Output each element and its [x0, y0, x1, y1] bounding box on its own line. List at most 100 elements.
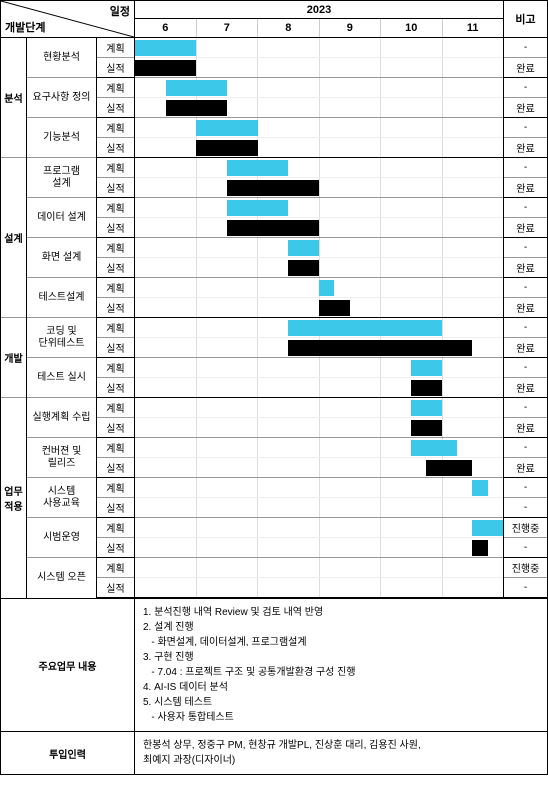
row-type-label: 계획: [97, 158, 134, 178]
remarks-column: -완료-완료-완료-완료-완료-완료-완료-완료-완료-완료-완료--진행중-진…: [503, 38, 547, 598]
gantt-row: [135, 418, 503, 438]
header-schedule-label: 일정: [110, 3, 130, 19]
activity-label: 시범운영: [27, 518, 96, 558]
month-header: 10: [381, 19, 443, 37]
month-header: 7: [197, 19, 259, 37]
status-cell: -: [504, 538, 547, 558]
row-type-label: 실적: [97, 298, 134, 318]
gantt-bar: [227, 200, 288, 216]
gantt-row: [135, 518, 503, 538]
activity-label: 요구사항 정의: [27, 78, 96, 118]
activity-label: 컨버젼 및 릴리즈: [27, 438, 96, 478]
gantt-bar: [288, 320, 441, 336]
activity-label: 데이터 설계: [27, 198, 96, 238]
row-type-label: 계획: [97, 78, 134, 98]
gantt-area: [135, 38, 503, 598]
row-type-label: 계획: [97, 238, 134, 258]
footer-tasks-content: 1. 분석진행 내역 Review 및 검토 내역 반영 2. 설계 진행 - …: [135, 599, 547, 731]
gantt-bar: [319, 300, 350, 316]
footer-tasks-label: 주요업무 내용: [1, 599, 135, 731]
footer-people-content: 한봉석 상무, 정중구 PM, 현창규 개발PL, 진상훈 대리, 김용진 사원…: [135, 732, 547, 774]
status-cell: 완료: [504, 378, 547, 398]
gantt-row: [135, 118, 503, 138]
activity-label: 기능분석: [27, 118, 96, 158]
gantt-row: [135, 398, 503, 418]
gantt-bar: [135, 60, 196, 76]
status-cell: 완료: [504, 458, 547, 478]
gantt-row: [135, 378, 503, 398]
gantt-bar: [227, 160, 288, 176]
status-cell: 진행중: [504, 518, 547, 538]
gantt-row: [135, 578, 503, 598]
header-corner: 일정 개발단계: [1, 1, 135, 37]
gantt-bar: [472, 480, 487, 496]
row-type-label: 계획: [97, 38, 134, 58]
row-type-label: 실적: [97, 338, 134, 358]
chart-body: 분석설계개발업무 적용 현황분석요구사항 정의기능분석프로그램 설계데이터 설계…: [1, 38, 547, 598]
gantt-bar: [288, 260, 319, 276]
row-type-label: 계획: [97, 358, 134, 378]
status-cell: -: [504, 318, 547, 338]
month-header: 6: [135, 19, 197, 37]
activity-label: 코딩 및 단위테스트: [27, 318, 96, 358]
gantt-bar: [472, 540, 487, 556]
activity-label: 실행계획 수립: [27, 398, 96, 438]
status-cell: -: [504, 238, 547, 258]
months-header: 2023 67891011: [135, 1, 503, 37]
row-type-label: 실적: [97, 58, 134, 78]
gantt-bar: [135, 40, 196, 56]
gantt-row: [135, 98, 503, 118]
status-cell: 완료: [504, 418, 547, 438]
row-type-label: 계획: [97, 318, 134, 338]
status-cell: -: [504, 78, 547, 98]
gantt-row: [135, 258, 503, 278]
month-header: 8: [258, 19, 320, 37]
gantt-bar: [166, 100, 227, 116]
status-cell: 진행중: [504, 558, 547, 578]
phase-label: 업무 적용: [1, 398, 26, 598]
phase-column: 분석설계개발업무 적용: [1, 38, 27, 598]
months-row: 67891011: [135, 19, 503, 37]
status-cell: 완료: [504, 338, 547, 358]
row-type-label: 실적: [97, 258, 134, 278]
gantt-row: [135, 218, 503, 238]
row-type-label: 실적: [97, 578, 134, 598]
gantt-row: [135, 318, 503, 338]
row-type-label: 실적: [97, 98, 134, 118]
status-cell: -: [504, 578, 547, 598]
row-type-label: 계획: [97, 278, 134, 298]
row-type-label: 계획: [97, 478, 134, 498]
row-type-label: 계획: [97, 198, 134, 218]
status-cell: -: [504, 358, 547, 378]
status-cell: -: [504, 198, 547, 218]
month-header: 9: [320, 19, 382, 37]
phase-label: 개발: [1, 318, 26, 398]
gantt-bar: [227, 180, 319, 196]
gantt-row: [135, 358, 503, 378]
header-row: 일정 개발단계 2023 67891011 비고: [1, 1, 547, 38]
row-type-label: 실적: [97, 138, 134, 158]
gantt-bar: [166, 80, 227, 96]
activity-column: 현황분석요구사항 정의기능분석프로그램 설계데이터 설계화면 설계테스트설계코딩…: [27, 38, 97, 598]
gantt-bar: [411, 380, 442, 396]
row-type-label: 실적: [97, 378, 134, 398]
status-cell: 완료: [504, 258, 547, 278]
gantt-bar: [411, 400, 442, 416]
phase-label: 분석: [1, 38, 26, 158]
status-cell: 완료: [504, 298, 547, 318]
footer-people-label: 투입인력: [1, 732, 135, 774]
gantt-chart: 일정 개발단계 2023 67891011 비고 분석설계개발업무 적용 현황분…: [0, 0, 548, 775]
status-cell: -: [504, 38, 547, 58]
footer-people-row: 투입인력 한봉석 상무, 정중구 PM, 현창규 개발PL, 진상훈 대리, 김…: [1, 731, 547, 774]
status-cell: 완료: [504, 98, 547, 118]
status-cell: -: [504, 398, 547, 418]
row-type-label: 실적: [97, 458, 134, 478]
status-cell: -: [504, 158, 547, 178]
activity-label: 프로그램 설계: [27, 158, 96, 198]
gantt-row: [135, 38, 503, 58]
gantt-row: [135, 238, 503, 258]
year-label: 2023: [135, 1, 503, 19]
remarks-header: 비고: [503, 1, 547, 37]
gantt-row: [135, 278, 503, 298]
gantt-row: [135, 458, 503, 478]
